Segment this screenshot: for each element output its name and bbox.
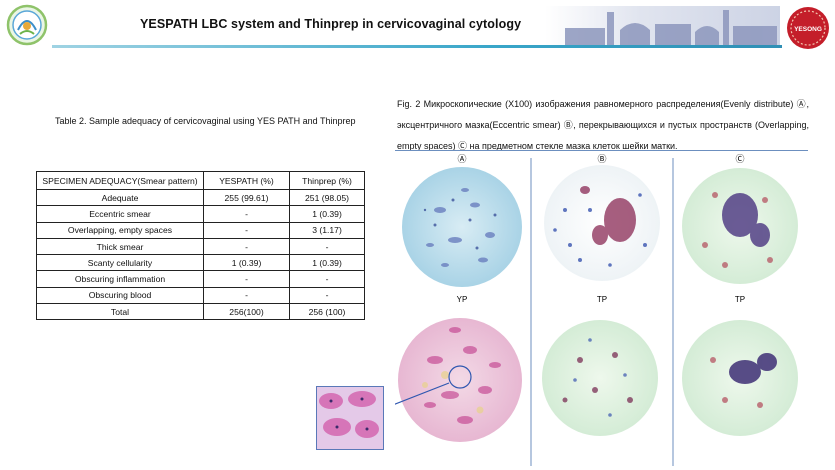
column-header: YESPATH (%) xyxy=(203,171,290,190)
table-cell: Overlapping, empty spaces xyxy=(36,221,204,239)
table-cell: 256(100) xyxy=(203,303,290,321)
micrograph-a-bottom xyxy=(398,318,522,442)
micrograph-a-top xyxy=(402,167,522,287)
table-cell: 1 (0.39) xyxy=(289,254,365,272)
table-cell: Obscuring inflammation xyxy=(36,270,204,288)
micrograph-c-bottom xyxy=(682,320,798,436)
table-cell: - xyxy=(203,205,290,223)
yespath-logo-icon xyxy=(6,4,48,46)
micrograph-c-top xyxy=(682,168,798,284)
table-cell: - xyxy=(289,237,365,256)
figure-caption: Fig. 2 Микроскопические (X100) изображен… xyxy=(397,99,809,151)
adequacy-table: SPECIMEN ADEQUACY(Smear pattern) YESPATH… xyxy=(36,171,365,321)
table-cell: Thick smear xyxy=(36,237,204,256)
table-cell: - xyxy=(203,270,290,288)
table-cell: - xyxy=(289,286,365,305)
sub-label-b: TP xyxy=(597,295,607,304)
table-cell: - xyxy=(289,270,365,288)
table-cell: Total xyxy=(36,303,204,321)
column-label-a: Ⓐ xyxy=(457,154,466,165)
yesong-logo-text: YESONG xyxy=(794,26,822,33)
micrograph-b-bottom xyxy=(542,320,658,436)
micrograph-figure: Ⓐ Ⓑ Ⓒ xyxy=(395,150,808,466)
table-cell: Scanty cellularity xyxy=(36,254,204,272)
table-header-row: SPECIMEN ADEQUACY(Smear pattern) YESPATH… xyxy=(36,171,365,190)
micrograph-b-top xyxy=(544,165,660,281)
table-cell: 256 (100) xyxy=(289,303,365,321)
table-cell: - xyxy=(203,221,290,239)
table-cell: 255 (99.61) xyxy=(203,188,290,207)
column-label-b: Ⓑ xyxy=(597,154,606,165)
table-row: Total 256(100) 256 (100) xyxy=(36,303,365,321)
table-cell: 3 (1.17) xyxy=(289,221,365,239)
header-divider xyxy=(52,45,782,48)
sub-label-c: TP xyxy=(735,295,745,304)
table-row: Obscuring inflammation - - xyxy=(36,270,365,288)
table-cell: 1 (0.39) xyxy=(289,205,365,223)
column-header: SPECIMEN ADEQUACY(Smear pattern) xyxy=(36,171,204,190)
table-caption: Table 2. Sample adequacy of cervicovagin… xyxy=(55,116,356,126)
table-cell: - xyxy=(203,286,290,305)
table-row: Eccentric smear - 1 (0.39) xyxy=(36,205,365,223)
column-header: Thinprep (%) xyxy=(289,171,365,190)
table-cell: Adequate xyxy=(36,188,204,207)
table-cell: 251 (98.05) xyxy=(289,188,365,207)
table-cell: Obscuring blood xyxy=(36,286,204,305)
table-cell: Eccentric smear xyxy=(36,205,204,223)
table-row: Scanty cellularity 1 (0.39) 1 (0.39) xyxy=(36,254,365,272)
table-row: Obscuring blood - - xyxy=(36,286,365,305)
table-cell: - xyxy=(203,237,290,256)
page-title: YESPATH LBC system and Thinprep in cervi… xyxy=(140,17,522,31)
magnified-inset xyxy=(316,386,384,450)
yesong-logo-icon: YESONG xyxy=(787,7,829,49)
highlight-circle xyxy=(448,365,472,389)
table-row: Overlapping, empty spaces - 3 (1.17) xyxy=(36,221,365,239)
sub-label-a: YP xyxy=(457,295,468,304)
table-row: Adequate 255 (99.61) 251 (98.05) xyxy=(36,188,365,207)
magnify-arrow xyxy=(395,382,450,405)
table-cell: 1 (0.39) xyxy=(203,254,290,272)
column-label-c: Ⓒ xyxy=(735,154,744,165)
city-skyline-banner xyxy=(545,6,780,48)
table-row: Thick smear - - xyxy=(36,237,365,256)
